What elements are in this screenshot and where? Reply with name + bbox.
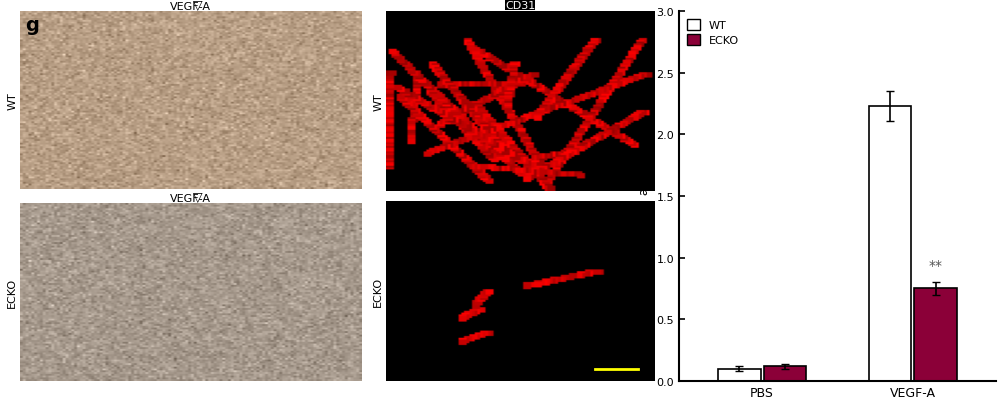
Y-axis label: WT: WT [7, 92, 17, 109]
Bar [718, 369, 761, 381]
Title: VEGF-A: VEGF-A [170, 2, 211, 12]
Legend: WT, ECKO: WT, ECKO [684, 18, 741, 48]
Bar [914, 289, 957, 381]
Text: **: ** [929, 259, 943, 273]
Y-axis label: Blood vessel areas (mm²): Blood vessel areas (mm²) [638, 121, 651, 272]
Y-axis label: WT: WT [373, 93, 383, 110]
Text: i: i [616, 16, 623, 35]
Text: h: h [387, 16, 401, 35]
Bar [764, 366, 806, 381]
Title: VEGF-A: VEGF-A [170, 194, 211, 204]
Y-axis label: ECKO: ECKO [7, 277, 17, 307]
Y-axis label: ECKO: ECKO [373, 276, 383, 306]
Text: g: g [25, 16, 39, 35]
Text: ▽: ▽ [193, 190, 202, 204]
Title: CD31: CD31 [505, 1, 535, 11]
Text: ▽: ▽ [193, 0, 202, 12]
Bar [869, 107, 911, 381]
